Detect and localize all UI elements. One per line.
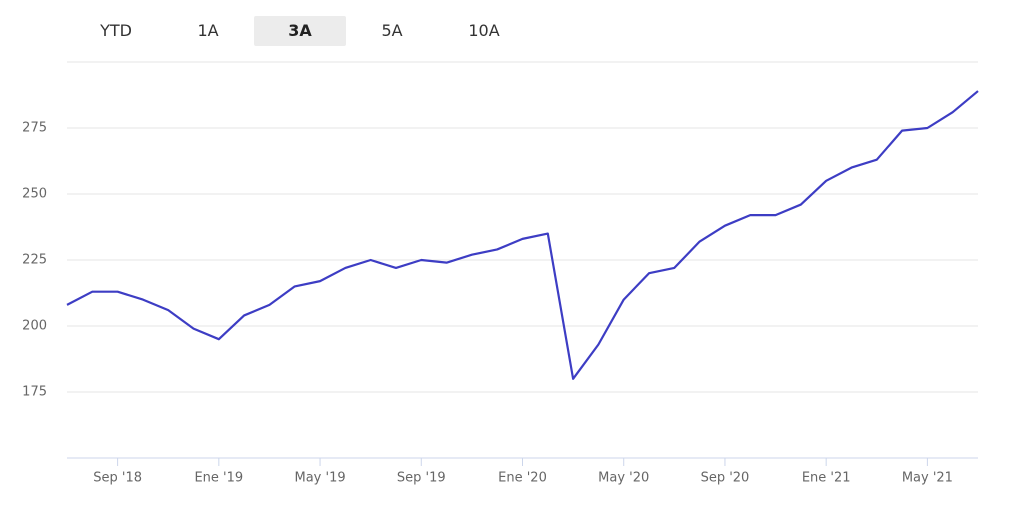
y-tick-label: 225	[22, 253, 47, 268]
line-series	[66, 90, 979, 380]
y-tick-label: 250	[22, 187, 47, 202]
range-button[interactable]: 3A	[254, 16, 346, 46]
x-tick-label: May '19	[294, 471, 345, 486]
x-tick-label: Ene '21	[802, 471, 851, 486]
x-tick-label: Sep '19	[397, 471, 446, 486]
x-tick-label: May '21	[902, 471, 953, 486]
y-tick-label: 275	[22, 121, 47, 136]
y-tick-label: 175	[22, 385, 47, 400]
y-tick-label: 200	[22, 319, 47, 334]
range-button[interactable]: YTD	[100, 21, 132, 40]
x-tick-label: Sep '18	[93, 471, 142, 486]
range-button[interactable]: 5A	[381, 21, 403, 40]
x-tick-label: Ene '19	[194, 471, 243, 486]
x-tick-label: May '20	[598, 471, 649, 486]
range-button[interactable]: 1A	[197, 21, 219, 40]
x-tick-label: Sep '20	[701, 471, 750, 486]
range-button[interactable]: 10A	[468, 21, 500, 40]
x-tick-label: Ene '20	[498, 471, 547, 486]
range-selector: YTD 1A 3A 5A 10A	[70, 16, 530, 46]
